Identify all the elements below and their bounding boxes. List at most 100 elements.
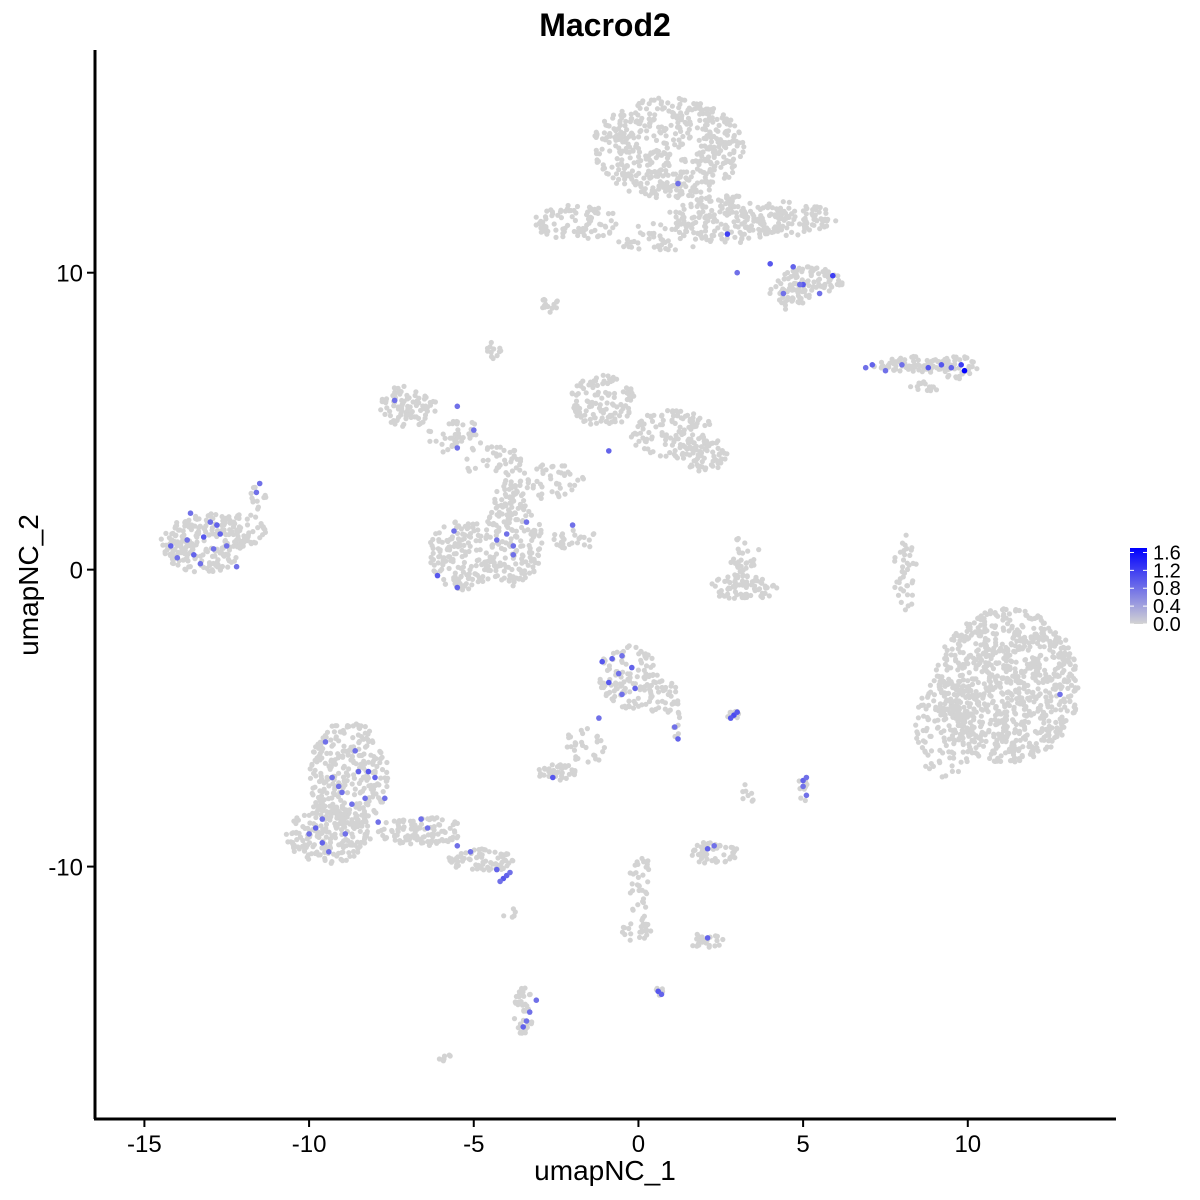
cell-point [960, 749, 966, 755]
cell-point [588, 400, 594, 406]
cell-point [643, 655, 649, 661]
cell-point [1043, 635, 1049, 641]
cell-point [749, 790, 755, 796]
cell-point [783, 232, 789, 238]
cell-point [952, 738, 958, 744]
cell-point [454, 418, 460, 425]
cell-point [635, 902, 641, 908]
cell-point [449, 443, 455, 449]
cell-point [640, 896, 647, 902]
cell-point [673, 689, 679, 695]
cell-point [610, 210, 616, 216]
expressing-cell-point [790, 264, 796, 270]
cell-point [969, 359, 975, 365]
cell-point [648, 150, 654, 156]
cell-point [528, 1021, 535, 1027]
cell-point [385, 775, 391, 781]
cell-point [591, 531, 597, 537]
cell-point [494, 488, 500, 495]
cell-point [452, 574, 458, 580]
cell-point [634, 674, 640, 680]
cell-point [949, 763, 955, 769]
cell-point [563, 775, 569, 782]
cell-point [735, 204, 741, 210]
expressing-cell-point [862, 364, 869, 371]
cell-point [656, 124, 662, 130]
cell-point [673, 432, 679, 439]
expressing-cell-point [214, 522, 220, 528]
cell-point [400, 817, 406, 823]
cell-point [647, 111, 653, 117]
cell-point [461, 542, 467, 549]
cell-point [510, 906, 516, 912]
cell-point [773, 284, 779, 290]
cell-point [823, 210, 829, 216]
cell-point [628, 434, 635, 440]
cell-point [893, 363, 899, 369]
cell-point [728, 854, 734, 860]
cell-point [978, 713, 984, 719]
cell-point [361, 751, 367, 757]
cell-point [318, 770, 324, 776]
cell-point [432, 399, 438, 405]
cell-point [440, 449, 446, 455]
cell-point [1006, 628, 1012, 634]
cell-point [576, 225, 582, 231]
cell-point [577, 405, 583, 411]
cell-point [928, 384, 935, 390]
cell-point [668, 122, 674, 128]
cell-point [903, 532, 909, 538]
expressing-cell-point [372, 774, 378, 781]
cell-point [480, 574, 486, 580]
cell-point [1002, 750, 1009, 756]
expressing-cell-point [675, 180, 681, 187]
cell-point [613, 221, 619, 227]
cell-point [740, 796, 746, 802]
cell-point [740, 149, 746, 155]
cell-point [580, 476, 587, 482]
cell-point [773, 206, 780, 212]
cell-point [486, 849, 492, 855]
cell-point [514, 489, 520, 495]
cell-point [494, 353, 500, 359]
cell-point [892, 558, 898, 564]
cell-point [605, 211, 612, 217]
cell-point [663, 133, 669, 139]
cell-point [191, 569, 197, 575]
cell-point [902, 357, 908, 363]
cell-point [898, 599, 904, 606]
cell-point [548, 476, 554, 482]
cell-point [756, 547, 762, 553]
cell-point [717, 209, 723, 215]
cell-point [731, 134, 737, 140]
cell-point [909, 354, 915, 360]
cell-point [168, 537, 174, 543]
cell-point [731, 149, 737, 156]
cell-point [539, 462, 546, 468]
cell-point [293, 829, 299, 835]
cell-point [689, 225, 695, 231]
cell-point [1068, 693, 1074, 699]
cell-point [1066, 678, 1072, 684]
cell-point [611, 394, 617, 400]
cell-point [638, 660, 645, 666]
cell-point [1037, 653, 1043, 659]
expressing-cell-point [339, 789, 345, 796]
cell-point [513, 561, 519, 567]
cell-point [633, 644, 639, 651]
cell-point [959, 684, 966, 690]
cell-point [809, 222, 816, 228]
cell-point [789, 298, 795, 304]
cell-point [976, 702, 982, 708]
cell-point [951, 633, 957, 639]
cell-point [1038, 617, 1044, 623]
cell-point [566, 732, 572, 738]
cell-point [374, 781, 381, 787]
cell-point [983, 667, 989, 673]
cell-point [1009, 692, 1015, 698]
cell-point [764, 228, 770, 234]
cell-point [474, 855, 480, 861]
cell-point [1069, 673, 1075, 679]
cell-point [384, 759, 390, 766]
cell-point [581, 232, 587, 238]
